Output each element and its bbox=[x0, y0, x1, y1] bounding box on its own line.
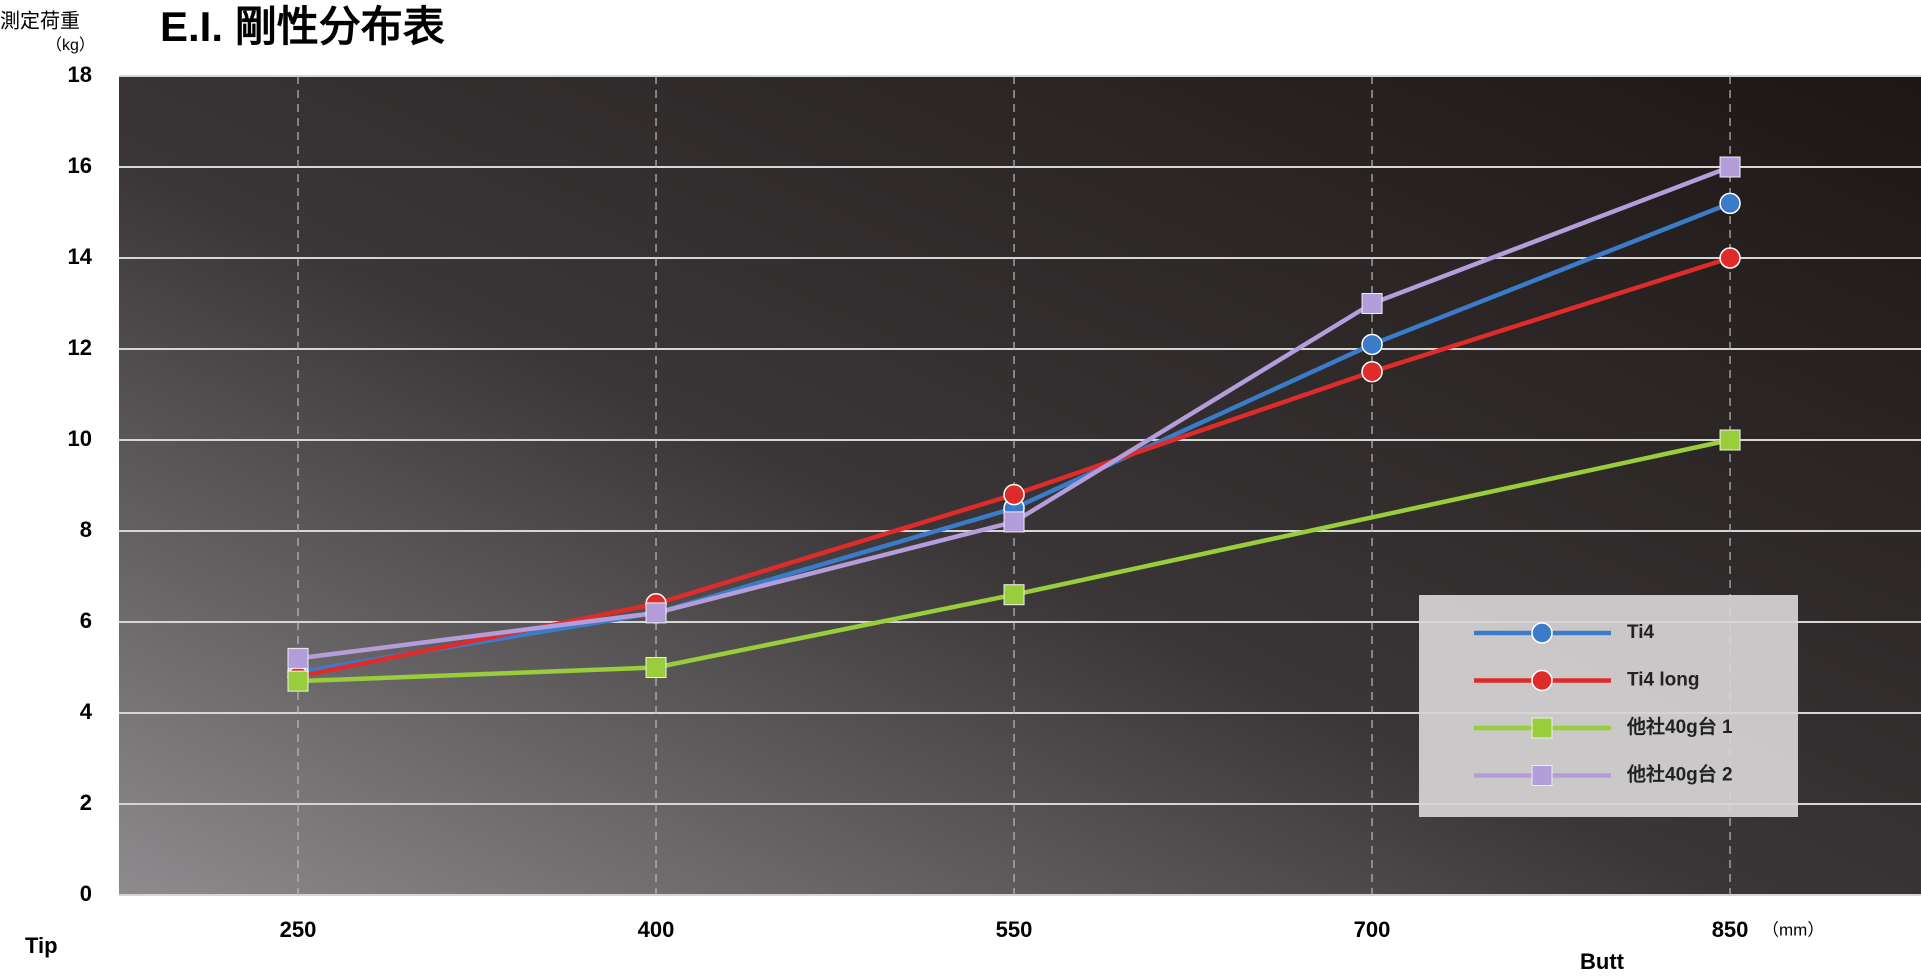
y-axis-unit: （kg） bbox=[46, 36, 95, 54]
legend-marker bbox=[1531, 622, 1553, 644]
data-point bbox=[1361, 361, 1383, 383]
data-point bbox=[1003, 511, 1025, 533]
legend-marker bbox=[1531, 669, 1553, 692]
chart-title: E.I. 剛性分布表 bbox=[160, 3, 445, 50]
legend-label: 他社40g台 1 bbox=[1626, 715, 1733, 738]
data-point bbox=[1361, 293, 1383, 314]
y-tick-label: 8 bbox=[80, 517, 92, 542]
data-point bbox=[1719, 156, 1741, 178]
data-point bbox=[287, 670, 309, 692]
x-tick-label: 250 bbox=[280, 917, 317, 942]
y-tick-label: 0 bbox=[80, 881, 92, 906]
x-start-label: Tip bbox=[25, 933, 58, 958]
data-point bbox=[1719, 429, 1741, 451]
y-axis-label: 測定荷重 bbox=[0, 9, 80, 32]
y-tick-label: 12 bbox=[68, 335, 92, 360]
data-point bbox=[287, 647, 309, 669]
data-point bbox=[1719, 192, 1741, 215]
data-point bbox=[645, 602, 667, 624]
data-point bbox=[1003, 584, 1025, 606]
legend-marker bbox=[1531, 717, 1553, 739]
y-tick-label: 10 bbox=[68, 426, 92, 451]
y-tick-label: 4 bbox=[80, 699, 93, 724]
legend-label: Ti4 bbox=[1627, 622, 1655, 643]
x-end-label: Butt bbox=[1580, 949, 1625, 974]
y-tick-label: 14 bbox=[68, 244, 93, 269]
legend-marker bbox=[1531, 765, 1553, 786]
y-tick-label: 2 bbox=[80, 790, 92, 815]
legend-label: 他社40g台 2 bbox=[1626, 763, 1733, 786]
data-point bbox=[1361, 333, 1383, 356]
x-tick-label: 850 bbox=[1712, 917, 1749, 942]
y-tick-label: 18 bbox=[68, 62, 92, 87]
x-axis-unit: （mm） bbox=[1762, 920, 1824, 939]
data-point bbox=[645, 657, 667, 678]
x-tick-label: 400 bbox=[638, 917, 675, 942]
legend-box bbox=[1419, 595, 1798, 817]
data-point bbox=[1719, 247, 1741, 269]
x-tick-label: 550 bbox=[996, 917, 1033, 942]
x-tick-label: 700 bbox=[1354, 917, 1391, 942]
y-tick-label: 6 bbox=[80, 608, 92, 633]
legend-label: Ti4 long bbox=[1627, 670, 1699, 691]
y-tick-label: 16 bbox=[68, 153, 92, 178]
data-point bbox=[1003, 483, 1025, 506]
series-line bbox=[297, 437, 1731, 684]
